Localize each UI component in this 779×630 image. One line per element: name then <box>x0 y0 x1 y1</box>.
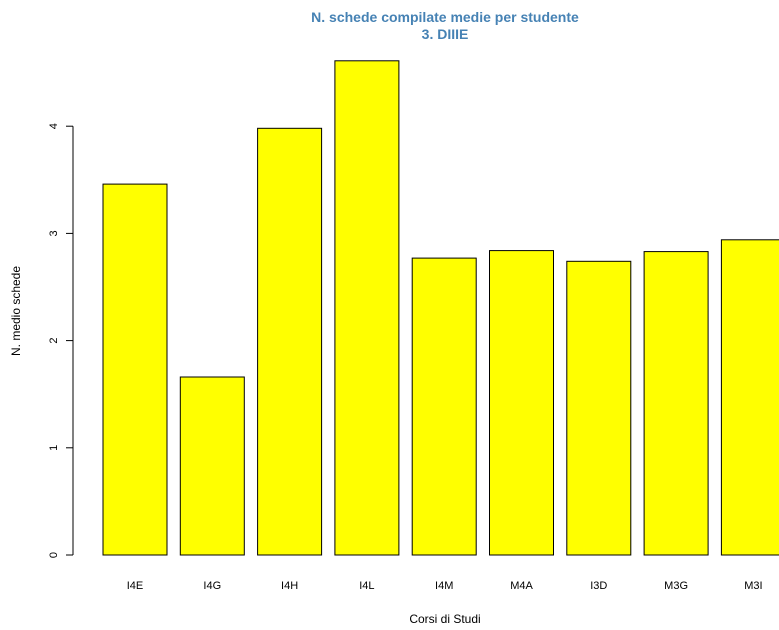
bar-I4H <box>257 127 323 556</box>
x-tick-label: I4M <box>435 580 453 592</box>
y-tick-label: 2 <box>48 338 60 344</box>
bar-M4A <box>489 250 554 556</box>
bar-I4M <box>411 257 477 556</box>
y-tick-label: 3 <box>48 230 60 236</box>
bar-I4L <box>334 60 400 556</box>
x-tick-label: I3D <box>590 580 607 592</box>
y-ticks: 0 1 2 3 4 <box>48 123 73 558</box>
x-tick-label: I4G <box>203 580 221 592</box>
x-tick-label: M3I <box>744 580 762 592</box>
chart-subtitle: 3. DIIIE <box>422 26 469 42</box>
x-tick-label: I4L <box>359 580 374 592</box>
y-tick-label: 1 <box>48 445 60 451</box>
x-tick-label: I4E <box>127 580 144 592</box>
x-tick-label: I4H <box>281 580 298 592</box>
x-axis-title: Corsi di Studi <box>409 612 480 626</box>
bar-I3D <box>566 260 632 556</box>
x-tick-label: M4A <box>510 580 533 592</box>
bar-I4G <box>179 376 245 556</box>
chart-title: N. schede compilate medie per studente <box>311 9 579 25</box>
y-tick-label: 0 <box>48 552 60 558</box>
bar-I4E <box>102 183 168 556</box>
x-tick-labels: I4E I4G I4H I4L I4M M4A I3D M3G M3I <box>127 580 763 592</box>
bar-M3G <box>643 251 709 556</box>
x-tick-label: M3G <box>664 580 688 592</box>
bars-group <box>102 60 779 556</box>
y-axis-title: N. medio schede <box>9 266 23 356</box>
bar-M3I <box>720 239 779 556</box>
y-tick-label: 4 <box>48 123 60 129</box>
